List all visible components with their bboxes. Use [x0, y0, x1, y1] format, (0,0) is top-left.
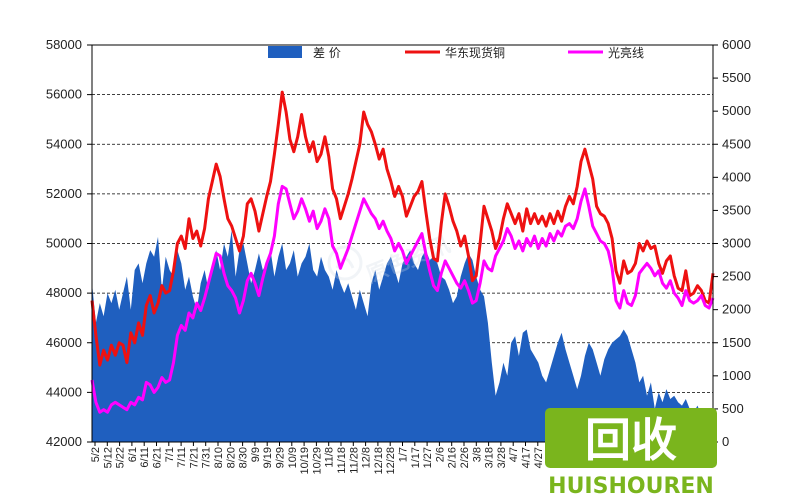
line-layer — [90, 90, 715, 414]
x-tick-label-27: 1/27 — [422, 447, 434, 468]
y-left-tick-label-0: 42000 — [46, 434, 82, 449]
x-tick-label-8: 7/21 — [188, 447, 200, 468]
x-tick-label-1: 5/12 — [102, 447, 114, 468]
x-tick-label-17: 10/19 — [299, 447, 311, 475]
x-tick-label-33: 3/28 — [496, 447, 508, 468]
y-right-tick-label-1: 500 — [722, 401, 744, 416]
logo-badge-icon — [545, 408, 717, 468]
x-tick-label-15: 9/29 — [275, 447, 287, 468]
x-tick-label-0: 5/2 — [90, 447, 102, 462]
y-right-tick-label-8: 4000 — [722, 169, 751, 184]
x-tick-label-14: 9/19 — [262, 447, 274, 468]
x-tick-label-34: 4/7 — [508, 447, 520, 462]
x-tick-label-11: 8/20 — [225, 447, 237, 468]
series-line-rod — [90, 184, 715, 414]
y-right-tick-label-7: 3500 — [722, 202, 751, 217]
y-right-tick-label-12: 6000 — [722, 37, 751, 52]
y-left-tick-label-6: 54000 — [46, 136, 82, 151]
y-left-tick-label-8: 58000 — [46, 37, 82, 52]
x-tick-label-2: 5/22 — [115, 447, 127, 468]
y-left-tick-label-3: 48000 — [46, 285, 82, 300]
legend-label-copper: 华东现货铜 — [445, 45, 505, 60]
x-tick-label-35: 4/17 — [521, 447, 533, 468]
y-right-tick-label-6: 3000 — [722, 236, 751, 251]
x-tick-label-10: 8/10 — [213, 447, 225, 468]
x-tick-label-26: 1/17 — [410, 447, 422, 468]
x-tick-label-30: 2/26 — [459, 447, 471, 468]
series-line-copper — [90, 90, 715, 367]
x-tick-label-12: 8/30 — [238, 447, 250, 468]
y-right-tick-label-2: 1000 — [722, 368, 751, 383]
x-tick-label-5: 6/21 — [152, 447, 164, 468]
x-tick-label-9: 7/31 — [201, 447, 213, 468]
x-tick-label-13: 9/9 — [250, 447, 262, 462]
x-tick-label-4: 6/11 — [139, 447, 151, 468]
x-tick-label-19: 11/8 — [324, 447, 336, 468]
y-right-tick-label-9: 4500 — [722, 136, 751, 151]
legend-swatch-spread — [268, 46, 302, 58]
logo-brand-text: HUISHOUREN — [548, 474, 714, 499]
x-tick-label-21: 11/28 — [348, 447, 360, 474]
y-right-tick-label-10: 5000 — [722, 103, 751, 118]
y-left-tick-label-7: 56000 — [46, 87, 82, 102]
y-right-tick-label-0: 0 — [722, 434, 729, 449]
y-left-tick-label-1: 44000 — [46, 384, 82, 399]
logo-watermark-text: 回收 — [585, 413, 677, 467]
y-left-tick-label-5: 52000 — [46, 186, 82, 201]
y-right-tick-label-3: 1500 — [722, 335, 751, 350]
x-tick-label-32: 3/18 — [484, 447, 496, 468]
y-right-tick-label-5: 2500 — [722, 269, 751, 284]
legend-layer: 差 价 华东现货铜 光亮线 — [268, 45, 644, 60]
y-right-tick-label-4: 2000 — [722, 302, 751, 317]
x-tick-label-31: 3/8 — [471, 447, 483, 462]
x-tick-label-29: 2/16 — [447, 447, 459, 468]
x-tick-label-22: 12/8 — [361, 447, 373, 468]
x-tick-label-16: 10/9 — [287, 447, 299, 468]
x-tick-label-6: 7/1 — [164, 447, 176, 462]
x-tick-label-23: 12/18 — [373, 447, 385, 475]
x-tick-label-36: 4/27 — [533, 447, 545, 468]
y-left-tick-label-4: 50000 — [46, 236, 82, 251]
x-tick-label-3: 6/1 — [127, 447, 139, 462]
x-tick-label-18: 10/29 — [311, 447, 323, 475]
y-right-tick-label-11: 5500 — [722, 70, 751, 85]
x-tick-label-25: 1/7 — [398, 447, 410, 462]
center-watermark-logo-icon — [327, 245, 363, 281]
x-tick-label-7: 7/11 — [176, 447, 188, 468]
x-tick-label-20: 11/18 — [336, 447, 348, 474]
legend-label-spread: 差 价 — [313, 46, 341, 60]
legend-label-rod: 光亮线 — [608, 45, 644, 60]
x-tick-label-28: 2/6 — [434, 447, 446, 462]
y-left-tick-label-2: 46000 — [46, 335, 82, 350]
logo-watermark: 回收 HUISHOUREN — [545, 408, 717, 499]
x-tick-label-24: 12/28 — [385, 447, 397, 475]
